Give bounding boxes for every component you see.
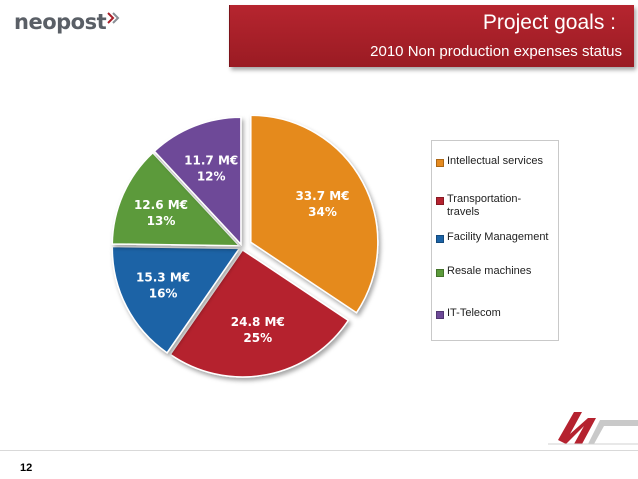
footer-divider xyxy=(0,450,638,451)
legend-item: Facility Management xyxy=(436,231,554,244)
slice-percent-label: 16% xyxy=(149,287,178,301)
legend-item: Intellectual services xyxy=(436,155,554,168)
legend-item: IT-Telecom xyxy=(436,307,554,320)
pie-slice xyxy=(111,245,241,354)
slice-percent-label: 13% xyxy=(147,214,176,228)
legend-swatch xyxy=(436,197,444,205)
legend-swatch xyxy=(436,311,444,319)
neopost-corner-mark-icon xyxy=(548,412,638,445)
legend-item: Transportation- travels xyxy=(436,193,554,219)
slice-percent-label: 12% xyxy=(197,170,226,184)
slide-subtitle: 2010 Non production expenses status xyxy=(370,43,622,60)
chart-legend: Intellectual services Transportation- tra… xyxy=(431,140,559,341)
pie-slice xyxy=(250,114,379,314)
title-banner: Project goals : 2010 Non production expe… xyxy=(229,5,634,67)
legend-swatch xyxy=(436,269,444,277)
legend-item: Resale machines xyxy=(436,265,554,278)
logo-text: neopost xyxy=(14,10,107,34)
slice-value-label: 15.3 M€ xyxy=(136,271,190,285)
slice-value-label: 11.7 M€ xyxy=(184,154,238,168)
legend-label: Intellectual services xyxy=(447,155,543,167)
pie-slice xyxy=(169,248,350,378)
slice-value-label: 12.6 M€ xyxy=(134,198,188,212)
slice-percent-label: 34% xyxy=(308,205,337,219)
slice-value-label: 24.8 M€ xyxy=(231,315,285,329)
legend-label: IT-Telecom xyxy=(447,307,501,319)
legend-label: Transportation- travels xyxy=(447,193,522,218)
slice-value-label: 33.7 M€ xyxy=(295,189,349,203)
logo-mark-icon xyxy=(107,12,120,24)
neopost-logo: neopost xyxy=(14,10,121,34)
pie-slice xyxy=(111,151,242,247)
slice-percent-label: 25% xyxy=(243,331,272,345)
legend-swatch xyxy=(436,159,444,167)
pie-slice xyxy=(153,116,242,247)
legend-swatch xyxy=(436,235,444,243)
slide-title: Project goals : xyxy=(482,11,616,34)
legend-label: Resale machines xyxy=(447,265,532,277)
legend-label: Facility Management xyxy=(447,231,549,243)
page-number: 12 xyxy=(20,462,33,474)
